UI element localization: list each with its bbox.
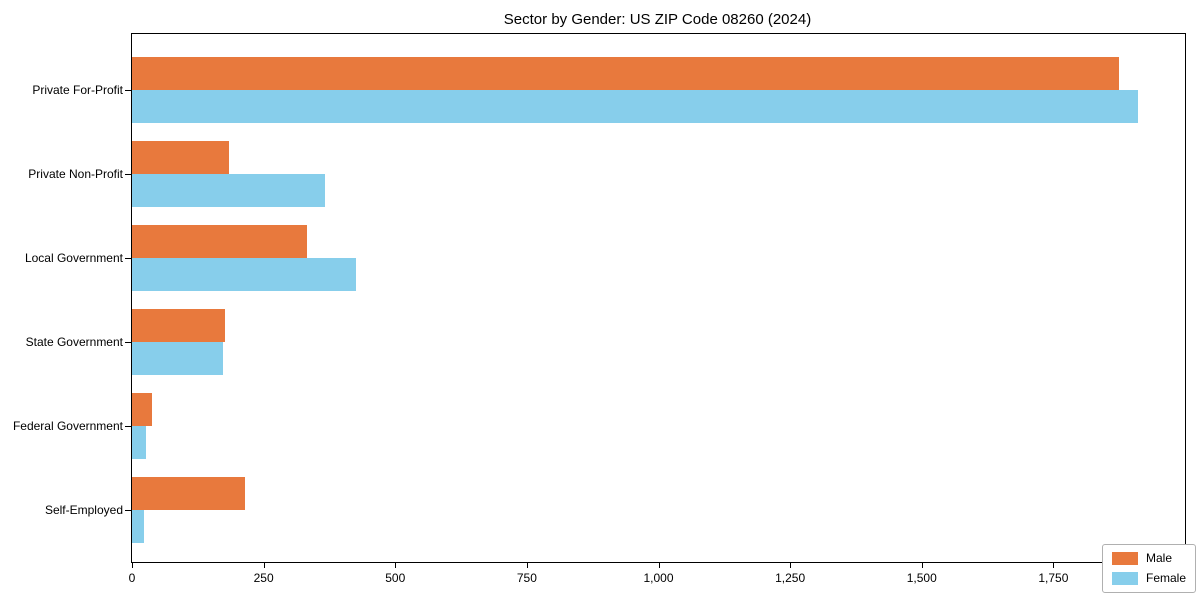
legend-item-male: Male [1111, 551, 1186, 565]
y-axis-tick [125, 90, 131, 91]
y-axis-label-local-government: Local Government [24, 251, 123, 265]
x-axis-tick [790, 563, 792, 568]
bar-female-federal-government [132, 426, 147, 459]
plot-area: Private For-Profit Private Non-Profit Loca… [13, 33, 1186, 585]
y-axis-label-private-non-profit: Private Non-Profit [28, 167, 123, 181]
y-axis-label-self-employed: Self-Employed [44, 503, 123, 517]
x-axis-tick-label: 1,250 [775, 571, 806, 585]
legend-label-male: Male [1145, 551, 1172, 565]
bar-male-state-government [132, 309, 226, 342]
legend-swatch-female [1111, 572, 1138, 585]
y-axis-tick [125, 174, 131, 175]
bar-male-local-government [132, 225, 308, 258]
chart-title: Sector by Gender: US ZIP Code 08260 (202… [503, 11, 812, 28]
bar-male-private-non-profit [132, 141, 230, 174]
x-axis-tick-label: 1,000 [643, 571, 674, 585]
x-axis-tick-label: 1,500 [906, 571, 937, 585]
x-axis-tick-label: 750 [516, 571, 537, 585]
x-axis-tick [1053, 563, 1055, 568]
x-axis-tick-label: 500 [385, 571, 406, 585]
y-axis-label-private-for-profit: Private For-Profit [32, 83, 123, 97]
y-axis-tick [125, 510, 131, 511]
legend-item-female: Female [1111, 571, 1186, 585]
y-axis-tick [125, 426, 131, 427]
legend: Male Female [1101, 544, 1196, 593]
bar-female-private-for-profit [132, 90, 1138, 123]
x-axis-tick-label: 0 [128, 571, 136, 585]
bar-female-state-government [132, 342, 223, 375]
y-axis-label-federal-government: Federal Government [12, 419, 123, 433]
y-axis-label-state-government: State Government [25, 335, 123, 349]
x-axis-tick-label: 1,750 [1038, 571, 1069, 585]
y-axis-tick [125, 258, 131, 259]
x-axis-tick [526, 563, 528, 568]
legend-swatch-male [1111, 552, 1138, 565]
legend-label-female: Female [1145, 571, 1186, 585]
x-axis-tick-label: 250 [253, 571, 274, 585]
bar-female-private-non-profit [132, 174, 326, 207]
x-axis-tick [395, 563, 397, 568]
bar-male-federal-government [132, 393, 152, 426]
x-axis-tick [132, 563, 133, 568]
bar-female-self-employed [132, 510, 144, 543]
bar-male-self-employed [132, 477, 246, 510]
y-axis-tick [125, 342, 131, 343]
x-axis-tick [921, 563, 923, 568]
x-axis-tick [658, 563, 660, 568]
bar-male-private-for-profit [132, 57, 1120, 90]
x-axis-tick [263, 563, 265, 568]
bar-female-local-government [132, 258, 356, 291]
